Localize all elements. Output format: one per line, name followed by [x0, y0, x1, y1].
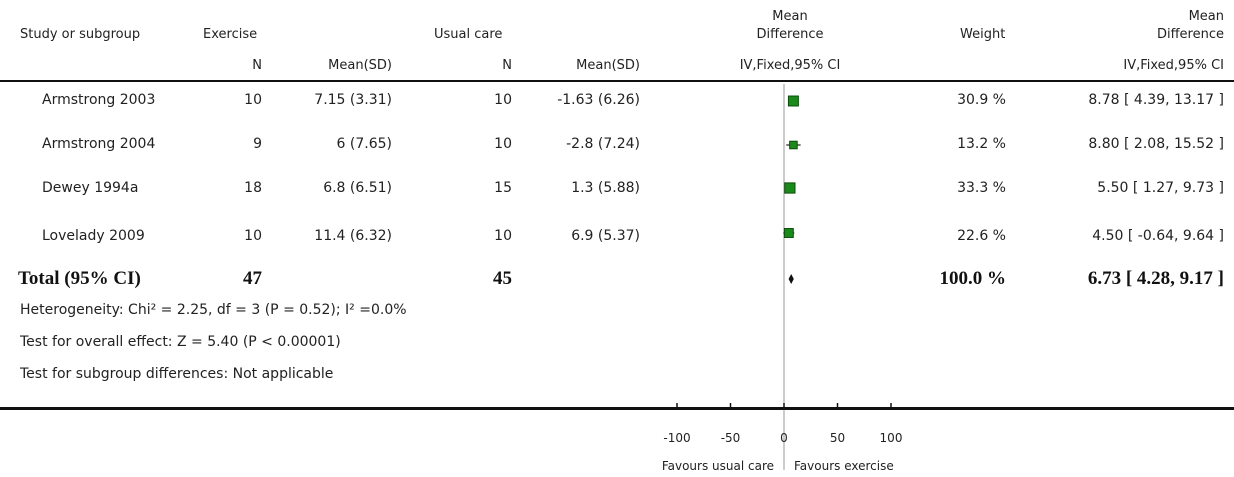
total-label: Total (95% CI): [18, 268, 141, 289]
study-weight: 22.6 %: [957, 228, 1006, 244]
usual-n: 10: [494, 92, 512, 108]
usual-mean-sd: -2.8 (7.24): [566, 136, 640, 152]
total-exercise-n: 47: [243, 268, 262, 289]
total-ci: 6.73 [ 4.28, 9.17 ]: [1087, 268, 1224, 289]
heterogeneity-note: Heterogeneity: Chi² = 2.25, df = 3 (P = …: [20, 302, 407, 318]
header-md-plot-line2: Difference: [756, 27, 824, 42]
header-rule: [0, 80, 1234, 82]
exercise-n: 10: [244, 228, 262, 244]
study-name: Armstrong 2003: [42, 92, 156, 108]
effect-marker: [787, 95, 799, 107]
usual-n: 10: [494, 228, 512, 244]
study-weight: 30.9 %: [957, 92, 1006, 108]
exercise-mean-sd: 6.8 (6.51): [323, 180, 392, 196]
study-ci: 8.80 [ 2.08, 15.52 ]: [1088, 136, 1224, 152]
favours-left-label: Favours usual care: [662, 459, 774, 473]
exercise-mean-sd: 7.15 (3.31): [314, 92, 392, 108]
x-tick-label: -100: [663, 431, 690, 445]
header-n-usual: N: [502, 58, 512, 73]
usual-mean-sd: 1.3 (5.88): [571, 180, 640, 196]
header-usual-care: Usual care: [434, 27, 503, 42]
exercise-n: 10: [244, 92, 262, 108]
favours-right-label: Favours exercise: [794, 459, 894, 473]
header-exercise: Exercise: [203, 27, 258, 42]
x-tick-label: 0: [780, 431, 788, 445]
header-meansd-usual: Mean(SD): [576, 58, 640, 73]
header-weight: Weight: [960, 27, 1006, 42]
exercise-mean-sd: 6 (7.65): [336, 136, 392, 152]
header-md-col-line1: Mean: [1188, 9, 1224, 24]
exercise-mean-sd: 11.4 (6.32): [314, 228, 392, 244]
exercise-n: 18: [244, 180, 262, 196]
total-usual-n: 45: [493, 268, 512, 289]
header-method-plot: IV,Fixed,95% CI: [739, 58, 841, 73]
study-name: Dewey 1994a: [42, 180, 139, 196]
header-md-plot-line1: Mean: [772, 9, 808, 24]
usual-mean-sd: -1.63 (6.26): [557, 92, 640, 108]
study-ci: 4.50 [ -0.64, 9.64 ]: [1092, 228, 1224, 244]
header-md-col-line2: Difference: [1156, 27, 1224, 42]
total-weight: 100.0 %: [939, 268, 1007, 289]
study-ci: 5.50 [ 1.27, 9.73 ]: [1097, 180, 1224, 196]
study-weight: 13.2 %: [957, 136, 1006, 152]
usual-n: 10: [494, 136, 512, 152]
usual-mean-sd: 6.9 (5.37): [571, 228, 640, 244]
study-name: Lovelady 2009: [42, 228, 145, 244]
subgroup-note: Test for subgroup differences: Not appli…: [20, 366, 334, 382]
header-study: Study or subgroup: [20, 27, 141, 42]
header-meansd-exercise: Mean(SD): [328, 58, 392, 73]
exercise-n: 9: [253, 136, 262, 152]
x-tick-label: 100: [880, 431, 903, 445]
total-diamond: [788, 274, 794, 284]
study-ci: 8.78 [ 4.39, 13.17 ]: [1088, 92, 1224, 108]
x-tick-label: 50: [830, 431, 845, 445]
effect-marker: [789, 140, 798, 150]
header-n-exercise: N: [252, 58, 262, 73]
study-name: Armstrong 2004: [42, 136, 156, 152]
x-tick-label: -50: [721, 431, 741, 445]
header-method-col: IV,Fixed,95% CI: [1123, 58, 1224, 73]
effect-marker: [783, 228, 794, 238]
usual-n: 15: [494, 180, 512, 196]
study-weight: 33.3 %: [957, 180, 1006, 196]
footer-rule: [0, 407, 1234, 410]
overall-effect-note: Test for overall effect: Z = 5.40 (P < 0…: [20, 334, 341, 350]
effect-marker: [784, 182, 796, 194]
